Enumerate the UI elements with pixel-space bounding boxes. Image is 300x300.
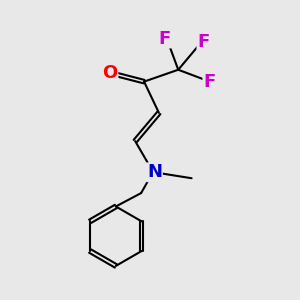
- Text: N: N: [147, 163, 162, 181]
- Text: O: O: [102, 64, 118, 82]
- Text: F: F: [197, 32, 210, 50]
- Text: F: F: [159, 29, 171, 47]
- Text: F: F: [203, 73, 216, 91]
